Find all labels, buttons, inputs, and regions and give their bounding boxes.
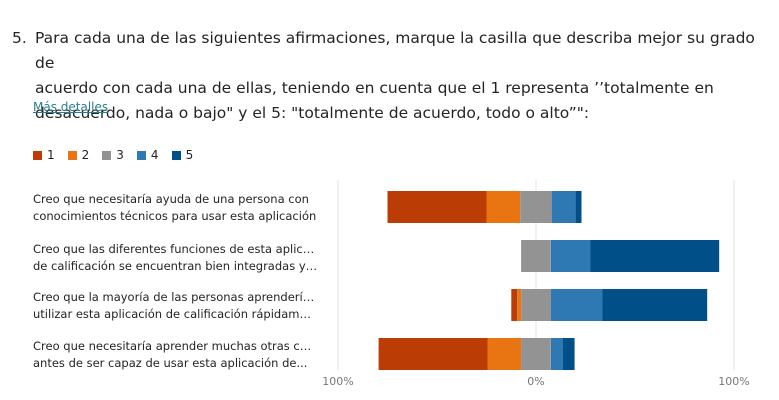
legend-item[interactable]: 3 (102, 148, 124, 162)
legend-item[interactable]: 5 (171, 148, 194, 162)
question-text: Para cada una de las siguientes afirmaci… (35, 26, 765, 126)
legend-label: 3 (116, 148, 124, 162)
legend-swatch (171, 150, 181, 160)
bar-segment-3[interactable] (521, 289, 551, 321)
question-text-line: desacuerdo, nada o bajo" y el 5: "totalm… (35, 104, 590, 122)
bar-segment-4[interactable] (550, 240, 591, 272)
more-details-link[interactable]: Más detalles (33, 100, 109, 114)
question-text-line: Para cada una de las siguientes afirmaci… (35, 29, 755, 72)
legend-label: 4 (150, 148, 159, 162)
legend-swatch (67, 150, 77, 160)
question-number: 5. (12, 29, 27, 47)
bar-segment-2[interactable] (517, 289, 522, 321)
bar-segment-3[interactable] (520, 191, 552, 223)
legend-label: 1 (47, 148, 55, 162)
x-tick-label: 100% (718, 375, 749, 388)
legend-item[interactable]: 4 (136, 148, 159, 162)
legend-label: 5 (185, 148, 194, 162)
legend-swatch (102, 150, 112, 160)
legend-swatch (33, 150, 42, 160)
bar-segment-1[interactable] (511, 289, 518, 321)
bar-segment-1[interactable] (387, 191, 487, 223)
bar-segment-4[interactable] (550, 338, 563, 370)
bar-segment-4[interactable] (551, 191, 576, 223)
bar-segment-5[interactable] (590, 240, 720, 272)
legend-item[interactable]: 2 (67, 148, 90, 162)
x-tick-label: 0% (527, 375, 544, 388)
x-tick-label: 100% (322, 375, 353, 388)
bar-segment-2[interactable] (486, 191, 521, 223)
bar-segment-3[interactable] (521, 240, 551, 272)
legend-label: 2 (81, 148, 90, 162)
bar-segment-3[interactable] (521, 338, 551, 370)
bar-segment-1[interactable] (378, 338, 488, 370)
bar-segment-2[interactable] (487, 338, 522, 370)
question-text-line: acuerdo con cada una de ellas, teniendo … (35, 79, 714, 97)
legend-item[interactable]: 1 (33, 148, 55, 162)
legend-swatch (136, 150, 146, 160)
bar-segment-4[interactable] (550, 289, 603, 321)
bar-segment-5[interactable] (562, 338, 575, 370)
bar-segment-5[interactable] (575, 191, 582, 223)
chart-legend: 1 2 3 4 5 (33, 148, 193, 162)
bar-group (378, 191, 720, 370)
bar-segment-5[interactable] (602, 289, 708, 321)
